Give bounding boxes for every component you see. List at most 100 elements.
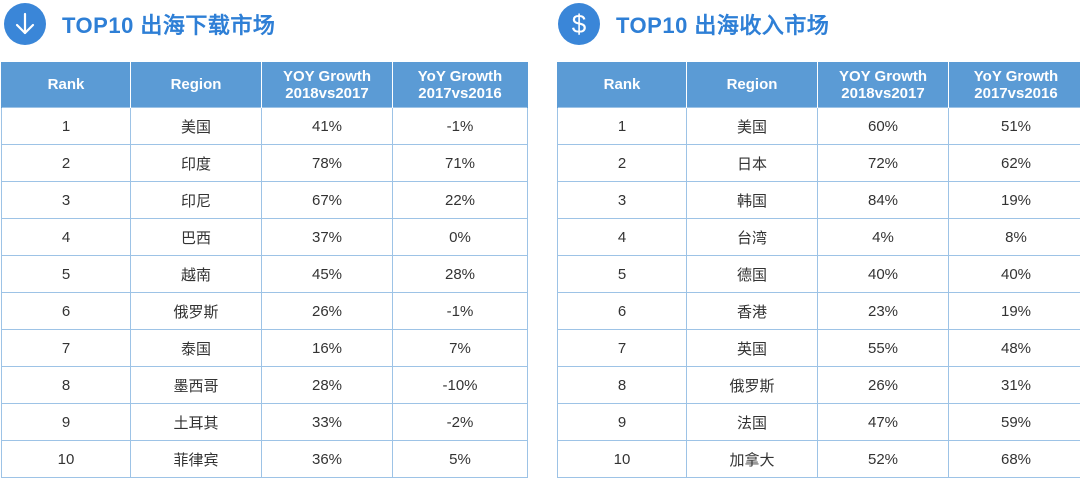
revenue-panel-title: TOP10 出海收入市场 — [616, 13, 830, 38]
yoy-2018-cell: 67% — [261, 181, 393, 219]
yoy-2017-cell: -1% — [392, 107, 528, 145]
table-header-row: Rank Region YOY Growth 2018vs2017 YoY Gr… — [557, 62, 1080, 108]
header-line: 2017vs2016 — [974, 84, 1058, 102]
download-panel-title: TOP10 出海下载市场 — [62, 13, 276, 38]
yoy-2018-cell: 4% — [817, 218, 949, 256]
rank-cell: 1 — [557, 107, 687, 145]
table-row: 9 法国 47% 59% — [557, 403, 1080, 441]
table-row: 7 英国 55% 48% — [557, 329, 1080, 367]
revenue-market-table: Rank Region YOY Growth 2018vs2017 YoY Gr… — [557, 62, 1080, 478]
header-line: YOY Growth — [282, 67, 372, 85]
yoy-2018-cell: 33% — [261, 403, 393, 441]
yoy-2017-cell: 71% — [392, 144, 528, 182]
rank-cell: 5 — [557, 255, 687, 293]
yoy-2017-cell: 31% — [948, 366, 1080, 404]
yoy-2017-cell: 19% — [948, 181, 1080, 219]
revenue-panel-header: $ TOP10 出海收入市场 — [556, 0, 1080, 60]
yoy-2018-cell: 26% — [261, 292, 393, 330]
region-cell: 法国 — [686, 403, 818, 441]
rank-cell: 7 — [557, 329, 687, 367]
yoy-2017-cell: -10% — [392, 366, 528, 404]
yoy-2018-cell: 16% — [261, 329, 393, 367]
yoy-2018-cell: 84% — [817, 181, 949, 219]
yoy-2017-cell: 28% — [392, 255, 528, 293]
yoy-2017-cell: 59% — [948, 403, 1080, 441]
region-cell: 越南 — [130, 255, 262, 293]
table-row: 6 俄罗斯 26% -1% — [1, 292, 528, 330]
rank-cell: 8 — [1, 366, 131, 404]
revenue-market-panel: $ TOP10 出海收入市场 Rank Region YOY Growth 20… — [556, 0, 1080, 478]
rank-cell: 10 — [1, 440, 131, 478]
column-header-yoy-2017: YoY Growth 2017vs2016 — [392, 62, 528, 108]
column-header-yoy-2018: YOY Growth 2018vs2017 — [817, 62, 949, 108]
rank-cell: 1 — [1, 107, 131, 145]
yoy-2018-cell: 60% — [817, 107, 949, 145]
yoy-2017-cell: -1% — [392, 292, 528, 330]
table-row: 2 印度 78% 71% — [1, 144, 528, 182]
rank-cell: 4 — [1, 218, 131, 256]
rank-cell: 5 — [1, 255, 131, 293]
column-header-region: Region — [130, 62, 262, 108]
region-cell: 加拿大 — [686, 440, 818, 478]
yoy-2018-cell: 28% — [261, 366, 393, 404]
header-line: YoY Growth — [973, 67, 1059, 85]
column-header-region: Region — [686, 62, 818, 108]
yoy-2017-cell: 51% — [948, 107, 1080, 145]
column-header-rank: Rank — [1, 62, 131, 108]
region-cell: 土耳其 — [130, 403, 262, 441]
rank-cell: 2 — [557, 144, 687, 182]
yoy-2017-cell: 40% — [948, 255, 1080, 293]
region-cell: 德国 — [686, 255, 818, 293]
yoy-2018-cell: 23% — [817, 292, 949, 330]
yoy-2018-cell: 40% — [817, 255, 949, 293]
yoy-2017-cell: 5% — [392, 440, 528, 478]
region-cell: 墨西哥 — [130, 366, 262, 404]
table-row: 1 美国 60% 51% — [557, 107, 1080, 145]
arrow-down-icon — [4, 3, 46, 45]
yoy-2017-cell: 8% — [948, 218, 1080, 256]
region-cell: 泰国 — [130, 329, 262, 367]
region-cell: 印度 — [130, 144, 262, 182]
column-header-yoy-2017: YoY Growth 2017vs2016 — [948, 62, 1080, 108]
region-cell: 英国 — [686, 329, 818, 367]
rank-cell: 3 — [1, 181, 131, 219]
rank-cell: 10 — [557, 440, 687, 478]
table-row: 8 墨西哥 28% -10% — [1, 366, 528, 404]
rank-cell: 8 — [557, 366, 687, 404]
rank-cell: 4 — [557, 218, 687, 256]
svg-text:$: $ — [572, 9, 587, 39]
yoy-2018-cell: 55% — [817, 329, 949, 367]
region-cell: 俄罗斯 — [686, 366, 818, 404]
rank-cell: 6 — [1, 292, 131, 330]
yoy-2017-cell: -2% — [392, 403, 528, 441]
header-line: 2017vs2016 — [418, 84, 502, 102]
download-panel-header: TOP10 出海下载市场 — [0, 0, 524, 60]
table-row: 8 俄罗斯 26% 31% — [557, 366, 1080, 404]
download-market-panel: TOP10 出海下载市场 Rank Region YOY Growth 2018… — [0, 0, 528, 478]
header-line: YOY Growth — [838, 67, 928, 85]
header-line: YoY Growth — [417, 67, 503, 85]
table-row: 1 美国 41% -1% — [1, 107, 528, 145]
region-cell: 巴西 — [130, 218, 262, 256]
table-row: 3 印尼 67% 22% — [1, 181, 528, 219]
download-market-table: Rank Region YOY Growth 2018vs2017 YoY Gr… — [1, 62, 528, 478]
yoy-2018-cell: 45% — [261, 255, 393, 293]
table-row: 5 德国 40% 40% — [557, 255, 1080, 293]
rank-cell: 2 — [1, 144, 131, 182]
yoy-2018-cell: 36% — [261, 440, 393, 478]
table-row: 7 泰国 16% 7% — [1, 329, 528, 367]
header-line: 2018vs2017 — [841, 84, 925, 102]
yoy-2018-cell: 72% — [817, 144, 949, 182]
table-row: 10 加拿大 52% 68% — [557, 440, 1080, 478]
region-cell: 台湾 — [686, 218, 818, 256]
yoy-2017-cell: 48% — [948, 329, 1080, 367]
rank-cell: 6 — [557, 292, 687, 330]
table-row: 4 巴西 37% 0% — [1, 218, 528, 256]
column-header-yoy-2018: YOY Growth 2018vs2017 — [261, 62, 393, 108]
region-cell: 菲律宾 — [130, 440, 262, 478]
region-cell: 俄罗斯 — [130, 292, 262, 330]
rank-cell: 7 — [1, 329, 131, 367]
table-row: 3 韩国 84% 19% — [557, 181, 1080, 219]
table-row: 5 越南 45% 28% — [1, 255, 528, 293]
yoy-2017-cell: 62% — [948, 144, 1080, 182]
